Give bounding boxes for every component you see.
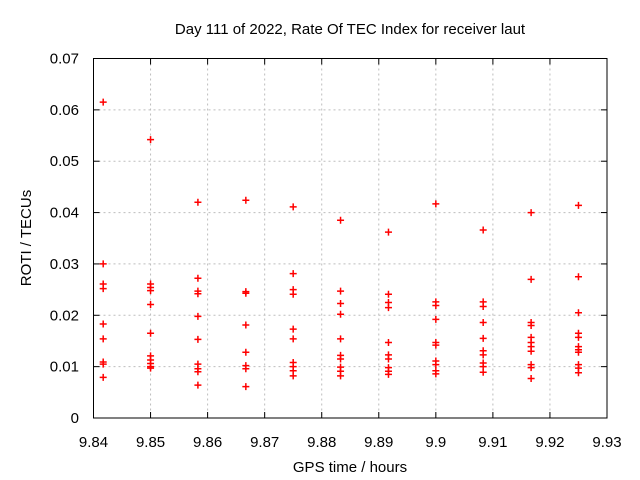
data-point-marker — [479, 318, 487, 326]
data-point-marker — [527, 209, 535, 217]
data-point-marker — [527, 347, 535, 355]
data-point-marker — [527, 374, 535, 382]
x-tick-label: 9.93 — [592, 434, 621, 451]
data-point-marker — [432, 200, 440, 208]
data-point-marker — [242, 196, 250, 204]
data-point-marker — [99, 373, 107, 381]
x-tick-label: 9.91 — [478, 434, 507, 451]
data-point-marker — [242, 348, 250, 356]
data-point-marker — [194, 274, 202, 282]
y-tick-label: 0 — [71, 410, 79, 427]
data-point-marker — [289, 325, 297, 333]
data-point-marker — [194, 198, 202, 206]
data-point-marker — [147, 364, 155, 372]
data-point-marker — [479, 334, 487, 342]
data-point-marker — [147, 301, 155, 309]
data-point-marker — [337, 372, 345, 380]
data-point-marker — [99, 260, 107, 268]
data-point-marker — [432, 341, 440, 349]
data-point-marker — [479, 368, 487, 376]
data-point-marker — [147, 136, 155, 144]
data-point-marker — [527, 322, 535, 330]
data-point-marker — [194, 381, 202, 389]
data-point-marker — [242, 289, 250, 297]
y-tick-label: 0.03 — [50, 256, 79, 273]
data-point-marker — [289, 335, 297, 343]
data-point-marker — [574, 348, 582, 356]
data-point-marker — [432, 315, 440, 323]
tick-labels: 9.84 9.85 9.86 9.87 9.88 9.89 9.9 9.91 9.92 9.93 0… — [50, 51, 622, 452]
data-point-marker — [337, 287, 345, 295]
x-axis-label: GPS time / hours — [293, 459, 407, 476]
data-point-marker — [99, 285, 107, 293]
data-point-marker — [574, 201, 582, 209]
data-point-marker — [289, 203, 297, 211]
axis-labels: Day 111 of 2022, Rate Of TEC Index for r… — [18, 21, 526, 476]
data-point-marker — [194, 335, 202, 343]
data-point-marker — [384, 304, 392, 312]
data-point-marker — [574, 369, 582, 377]
y-tick-label: 0.02 — [50, 307, 79, 324]
y-tick-label: 0.05 — [50, 153, 79, 170]
data-point-marker — [479, 351, 487, 359]
chart-title: Day 111 of 2022, Rate Of TEC Index for r… — [175, 21, 526, 38]
data-point-marker — [337, 335, 345, 343]
data-point-marker — [147, 287, 155, 295]
x-tick-label: 9.87 — [250, 434, 279, 451]
data-point-marker — [337, 216, 345, 224]
data-point-marker — [337, 355, 345, 363]
data-point-marker — [289, 270, 297, 278]
y-tick-label: 0.04 — [50, 205, 79, 222]
data-point-marker — [479, 303, 487, 311]
x-tick-label: 9.92 — [535, 434, 564, 451]
data-point-marker — [384, 228, 392, 236]
data-point-marker — [242, 383, 250, 391]
data-point-marker — [574, 309, 582, 317]
data-point-marker — [99, 320, 107, 328]
y-tick-label: 0.07 — [50, 51, 79, 68]
y-tick-label: 0.01 — [50, 359, 79, 376]
data-point-marker — [384, 339, 392, 347]
data-point-marker — [147, 329, 155, 337]
data-point-marker — [242, 365, 250, 373]
data-point-marker — [574, 333, 582, 341]
data-point-marker — [289, 372, 297, 380]
data-point-marker — [337, 310, 345, 318]
data-point-marker — [527, 275, 535, 283]
data-point-marker — [384, 290, 392, 298]
data-point-marker — [479, 226, 487, 234]
x-tick-label: 9.88 — [307, 434, 336, 451]
plot-border — [93, 58, 608, 419]
data-point-marker — [432, 302, 440, 310]
data-point-marker — [194, 290, 202, 298]
x-tick-label: 9.84 — [79, 434, 108, 451]
data-point-marker — [574, 273, 582, 281]
y-tick-label: 0.06 — [50, 102, 79, 119]
data-point-marker — [194, 368, 202, 376]
data-point-marker — [432, 370, 440, 378]
y-axis-label: ROTI / TECUs — [18, 190, 35, 286]
data-point-marker — [432, 361, 440, 369]
data-point-marker — [289, 290, 297, 298]
data-point-marker — [384, 355, 392, 363]
data-point-marker — [99, 335, 107, 343]
data-points — [99, 98, 582, 391]
data-point-marker — [99, 98, 107, 106]
x-tick-label: 9.85 — [136, 434, 165, 451]
x-tick-label: 9.9 — [425, 434, 446, 451]
x-tick-label: 9.89 — [364, 434, 393, 451]
x-tick-label: 9.86 — [193, 434, 222, 451]
data-point-marker — [194, 312, 202, 320]
data-point-marker — [99, 360, 107, 368]
data-point-marker — [384, 370, 392, 378]
data-point-marker — [527, 364, 535, 372]
data-point-marker — [337, 299, 345, 307]
data-point-marker — [242, 321, 250, 329]
